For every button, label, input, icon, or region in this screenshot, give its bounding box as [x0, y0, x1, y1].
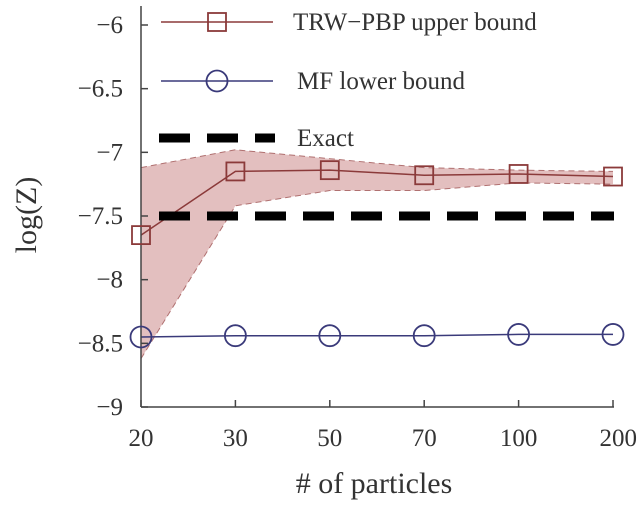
legend: TRW−PBP upper bound MF lower bound Exact — [159, 9, 537, 152]
mf-point — [129, 325, 153, 349]
y-tick-label: −6 — [96, 12, 123, 39]
trw-pbp-point — [508, 164, 529, 184]
series-line-layer — [140, 169, 614, 338]
x-tick-label: 70 — [412, 425, 437, 452]
mf-point — [601, 323, 625, 346]
trw-pbp-confidence-band — [141, 149, 613, 359]
trw-pbp-point — [319, 160, 340, 181]
x-tick-label: 50 — [317, 425, 342, 452]
series-marker-layer — [129, 160, 625, 349]
mf-point — [507, 323, 530, 346]
trw-pbp-band-layer — [140, 149, 614, 359]
x-tick-label: 20 — [129, 425, 154, 452]
mf-point — [223, 324, 247, 348]
y-tick-label: −7 — [96, 139, 123, 166]
y-tick-label: −8 — [96, 267, 123, 294]
mf-point — [318, 324, 342, 348]
trw-pbp-point — [225, 161, 246, 182]
series-line-1 — [140, 333, 613, 338]
x-tick-label: 30 — [223, 425, 248, 452]
y-tick-label: −7.5 — [78, 203, 123, 230]
y-tick-label: −8.5 — [78, 330, 123, 357]
x-tick-label: 200 — [600, 425, 638, 452]
trw-pbp-point — [414, 165, 435, 186]
trw-pbp-point — [131, 225, 151, 246]
series-line-0 — [140, 169, 614, 236]
legend-label: MF lower bound — [297, 68, 466, 95]
x-axis-title: # of particles — [296, 467, 453, 500]
y-tick-label: −6.5 — [78, 76, 123, 103]
legend-marker — [205, 69, 229, 93]
trw-pbp-band-lower-edge — [140, 182, 614, 359]
y-axis-title: log(Z) — [10, 177, 43, 254]
legend-label: Exact — [297, 125, 354, 152]
legend-label: TRW−PBP upper bound — [293, 9, 537, 36]
trw-pbp-point — [603, 166, 623, 187]
mf-point — [412, 324, 436, 348]
legend-marker — [207, 12, 227, 32]
y-tick-label: −9 — [96, 394, 123, 421]
x-tick-label: 100 — [500, 425, 538, 452]
axes: −6 −6.5 −7 −7.5 −8 −8.5 −920 30 50 70 100 200 — [78, 6, 637, 452]
trw-pbp-band-upper-edge — [140, 149, 614, 172]
